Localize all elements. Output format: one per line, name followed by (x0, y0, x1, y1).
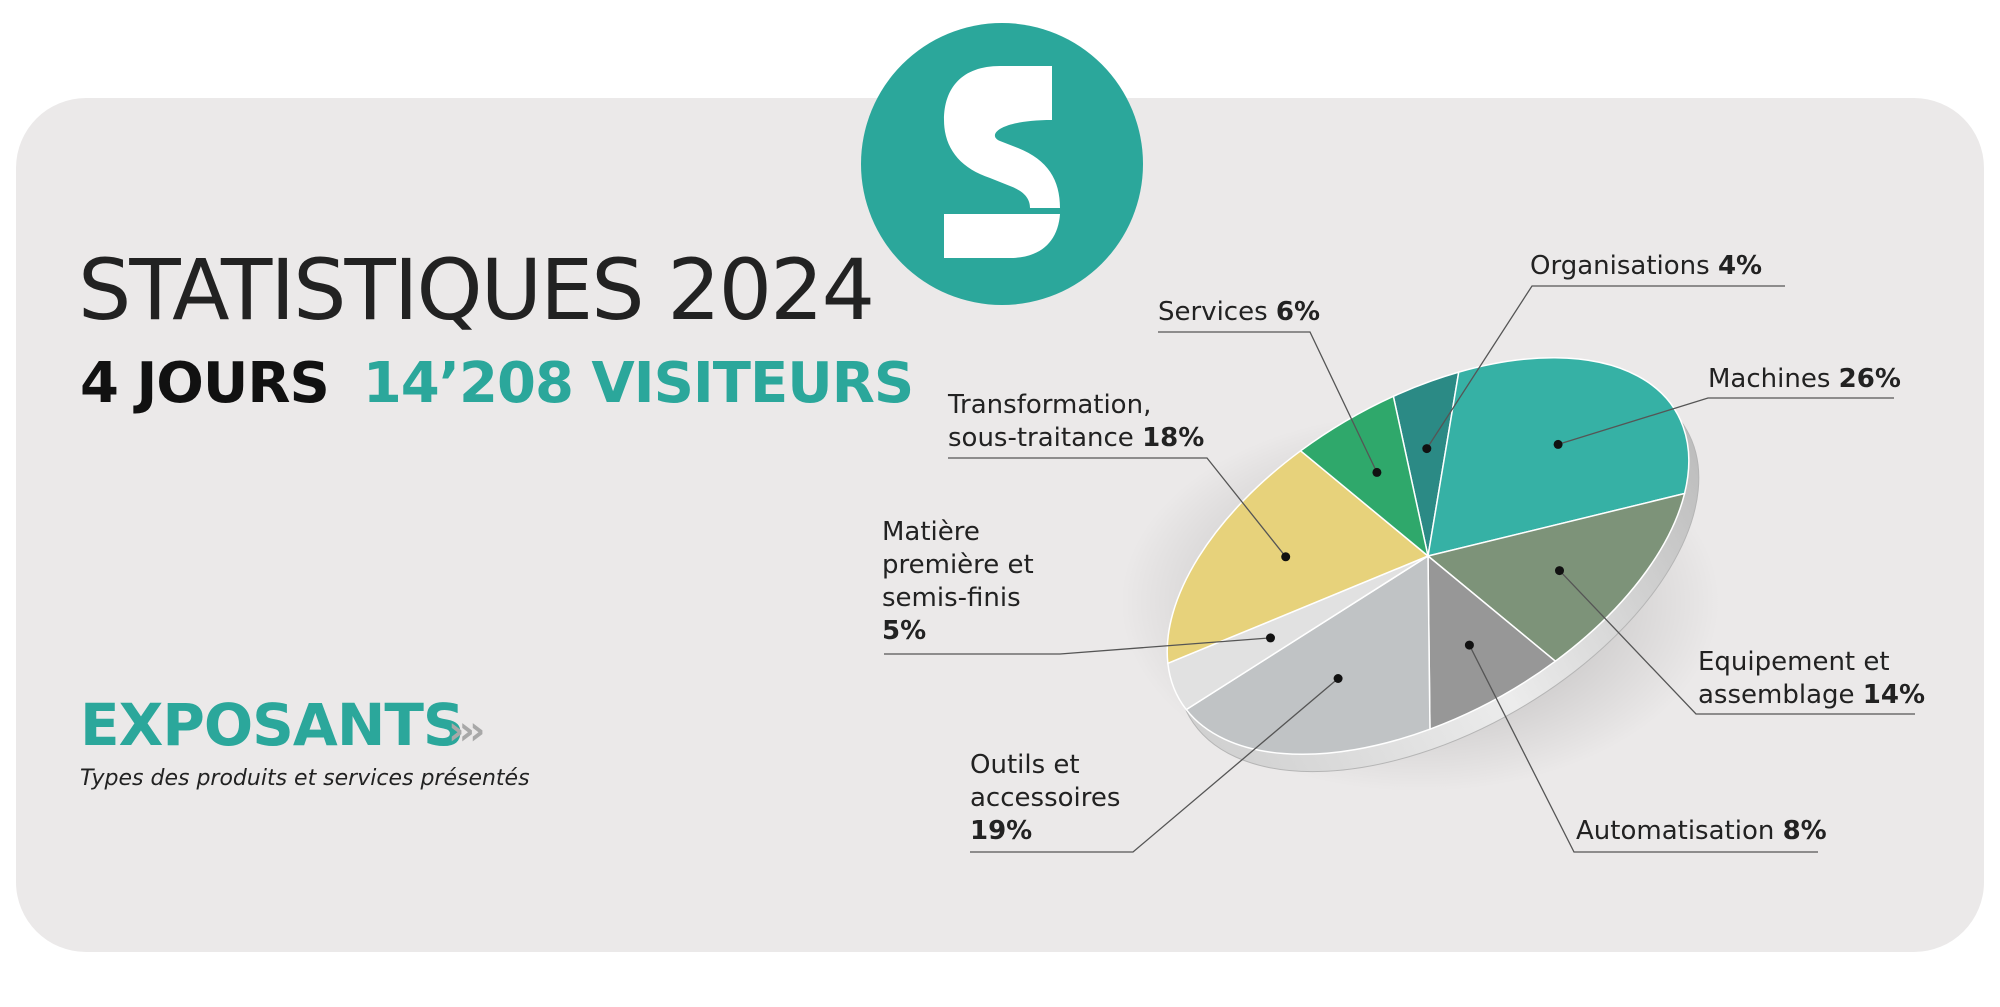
leader-line-transformation (948, 457, 1287, 558)
pie-slice-transformation (1166, 449, 1430, 665)
visitors-count: 14’208 VISITEURS (362, 351, 914, 416)
leader-lines (884, 285, 1915, 853)
leader-dot-organisations (1422, 444, 1432, 454)
label-services: Services 6% (1158, 297, 1321, 327)
leader-line-services (1158, 331, 1378, 473)
chevrons-icon: ››› (448, 708, 486, 754)
label-automatisation: Automatisation 8% (1576, 816, 1827, 846)
leader-dot-automatisation (1464, 640, 1474, 650)
label-equipement: Equipement et assemblage 14% (1698, 647, 1926, 710)
pie-slice-services (1299, 395, 1430, 558)
logo-s-glyph (944, 66, 1060, 208)
leader-dot-matiere (1266, 633, 1275, 643)
leader-line-machines (1557, 397, 1894, 446)
section-title: EXPOSANTS (80, 691, 465, 759)
pie-slice-equipement (1426, 492, 1686, 663)
headline-stats: 4 JOURS 14’208 VISITEURS (80, 356, 914, 412)
label-organisations: Organisations 4% (1530, 251, 1763, 281)
leader-dot-equipement (1555, 566, 1564, 576)
section-subtitle: Types des produits et services présentés (80, 766, 530, 791)
leader-dot-outils (1333, 674, 1343, 683)
leader-dot-transformation (1281, 552, 1291, 562)
days-count: 4 JOURS (80, 351, 330, 416)
leader-dot-services (1372, 467, 1382, 477)
logo (861, 23, 1143, 305)
leader-dot-machines (1553, 439, 1563, 449)
label-machines: Machines 26% (1708, 364, 1901, 394)
page-title: STATISTIQUES 2024 (78, 241, 875, 339)
pie-slice-automatisation (1427, 554, 1557, 731)
leader-line-equipement (1559, 570, 1915, 715)
label-matiere: Matière première et semis-finis 5% (882, 517, 1034, 646)
pie-slices (1166, 356, 1690, 755)
label-outils: Outils et accessoires 19% (970, 750, 1121, 846)
label-transformation: Transformation, sous-traitance 18% (948, 390, 1205, 453)
leader-line-organisations (1426, 285, 1785, 449)
pie-slice-outils (1185, 554, 1431, 755)
logo-s-base (944, 214, 1060, 258)
leader-line-automatisation (1468, 644, 1818, 853)
leader-line-matiere (884, 637, 1271, 655)
pie-slice-machines (1427, 356, 1690, 557)
leader-line-outils (970, 678, 1339, 853)
